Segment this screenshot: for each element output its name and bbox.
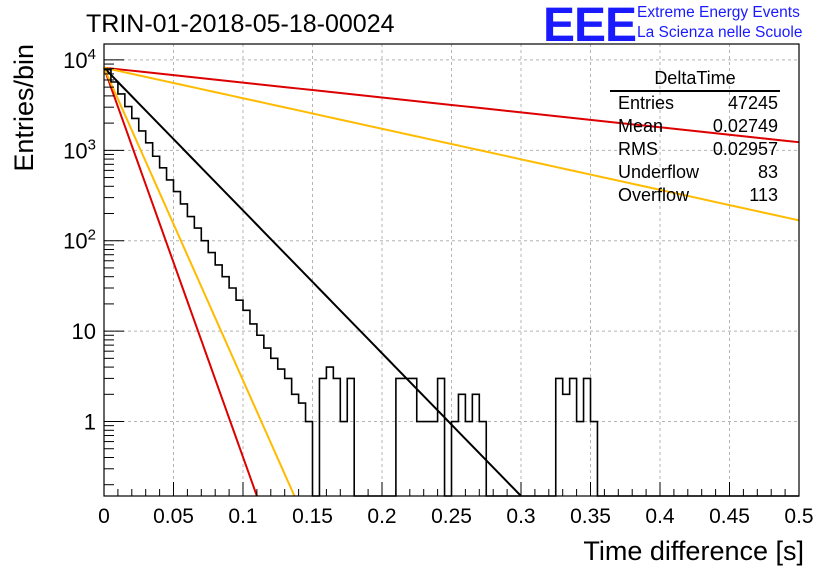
stats-value: 47245 (727, 93, 778, 113)
y-axis-label: Entries/bin (9, 44, 39, 172)
x-tick-label: 0.25 (431, 505, 472, 528)
chart-title: TRIN-01-2018-05-18-00024 (86, 10, 395, 38)
y-tick-label: 10 (72, 319, 96, 344)
stats-row-overflow: Overflow 113 (618, 185, 778, 208)
plot-area (104, 44, 799, 496)
grid-lines (104, 44, 799, 496)
stats-row-rms: RMS 0.02957 (618, 139, 778, 162)
fit-curve (103, 66, 800, 144)
y-tick-label: 103 (63, 136, 96, 163)
fit-curve (103, 66, 800, 222)
stats-value: 0.02957 (712, 139, 778, 159)
fit-curve (103, 67, 296, 497)
stats-row-mean: Mean 0.02749 (618, 116, 778, 139)
stats-title-underline (610, 90, 780, 92)
x-tick-label: 0.4 (645, 505, 675, 528)
stats-key: RMS (618, 139, 658, 159)
y-tick-label: 102 (63, 227, 96, 254)
x-axis-label: Time difference [s] (583, 536, 804, 566)
stats-row-underflow: Underflow 83 (618, 162, 778, 185)
stats-row-entries: Entries 47245 (618, 93, 778, 116)
stats-key: Underflow (618, 162, 700, 182)
x-tick-label: 0.2 (367, 505, 396, 528)
y-tick-label: 104 (63, 46, 96, 73)
x-tick-label: 0.35 (570, 505, 611, 528)
stats-title: DeltaTime (654, 68, 736, 88)
logo-caption-1: Extreme Energy Events (637, 4, 800, 21)
stats-key: Mean (618, 116, 664, 136)
fit-curve (103, 67, 258, 497)
stats-value: 83 (757, 162, 778, 182)
x-tick-label: 0.5 (784, 505, 813, 528)
x-tick-label: 0.1 (228, 505, 257, 528)
stats-value: 0.02749 (712, 116, 778, 136)
x-tick-label: 0.3 (506, 505, 535, 528)
logo-caption-2: La Scienza nelle Scuole (637, 24, 803, 41)
x-tick-label: 0.05 (153, 505, 194, 528)
x-tick-label: 0 (98, 505, 110, 528)
eee-logo: EEE (543, 0, 637, 52)
x-tick-label: 0.45 (709, 505, 750, 528)
stats-key: Overflow (618, 185, 690, 205)
stats-value: 113 (749, 185, 778, 205)
stats-key: Entries (618, 93, 675, 113)
axis-ticks: 0 0.05 0.1 0.15 0.2 0.25 0.3 0.35 0.4 0.45 0.5 104 1… (63, 46, 813, 528)
x-tick-label: 0.15 (292, 505, 333, 528)
y-tick-label: 1 (84, 410, 96, 435)
